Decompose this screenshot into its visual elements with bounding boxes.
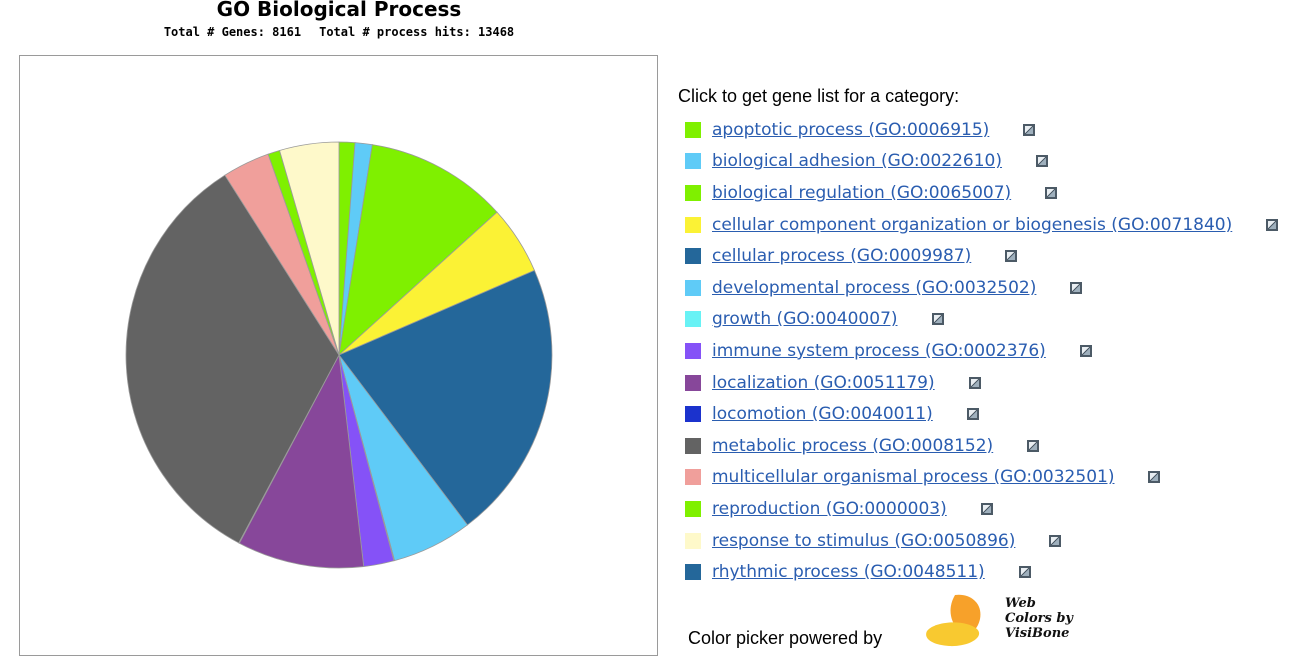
legend-item: developmental process (GO:0032502)	[685, 272, 1278, 304]
chart-icon[interactable]	[1027, 439, 1040, 452]
category-link[interactable]: reproduction (GO:0000003)	[712, 498, 947, 519]
legend-item: multicellular organismal process (GO:003…	[685, 462, 1278, 494]
category-link[interactable]: immune system process (GO:0002376)	[712, 340, 1046, 361]
legend-item: localization (GO:0051179)	[685, 367, 1278, 399]
legend-swatch	[685, 564, 701, 581]
legend-item: biological regulation (GO:0065007)	[685, 177, 1278, 209]
legend-item: rhythmic process (GO:0048511)	[685, 556, 1278, 588]
legend-item: cellular component organization or bioge…	[685, 209, 1279, 241]
logo-line-1: Web	[1005, 596, 1036, 611]
total-genes: Total # Genes: 8161	[163, 25, 302, 39]
legend-swatch	[685, 216, 701, 233]
logo-line-2: Colors by	[1005, 611, 1074, 626]
category-legend: apoptotic process (GO:0006915) biological…	[685, 114, 1279, 588]
legend-swatch	[685, 532, 701, 549]
chart-icon[interactable]	[1049, 534, 1062, 547]
pie-slice[interactable]	[238, 353, 365, 569]
legend-heading: Click to get gene list for a category:	[678, 86, 960, 106]
category-link[interactable]: biological adhesion (GO:0022610)	[712, 151, 1003, 172]
legend-swatch	[685, 406, 701, 423]
legend-item: reproduction (GO:0000003)	[685, 493, 1278, 525]
category-link[interactable]: developmental process (GO:0032502)	[712, 277, 1037, 298]
category-link[interactable]: multicellular organismal process (GO:003…	[712, 467, 1115, 488]
category-link[interactable]: apoptotic process (GO:0006915)	[712, 119, 990, 140]
logo-line-3: VisiBone	[1005, 626, 1069, 641]
legend-swatch	[685, 153, 701, 170]
legend-item: immune system process (GO:0002376)	[685, 335, 1278, 367]
chart-subtitle: Total # Genes: 8161 Total # process hits:…	[0, 25, 678, 39]
chart-icon[interactable]	[966, 408, 979, 421]
chart-icon[interactable]	[1045, 186, 1058, 199]
category-link[interactable]: biological regulation (GO:0065007)	[712, 182, 1012, 203]
legend-swatch	[685, 279, 701, 296]
chart-icon[interactable]	[1036, 155, 1049, 168]
chart-icon[interactable]	[1079, 344, 1092, 357]
total-process-hits: Total # process hits: 13468	[319, 25, 515, 39]
color-picker-credit: Color picker powered by	[688, 628, 883, 648]
chart-icon[interactable]	[1018, 566, 1031, 579]
legend-item: locomotion (GO:0040011)	[685, 398, 1278, 430]
category-link[interactable]: metabolic process (GO:0008152)	[712, 435, 994, 456]
legend-swatch	[685, 342, 701, 359]
category-link[interactable]: growth (GO:0040007)	[712, 309, 898, 330]
legend-swatch	[685, 374, 701, 391]
chart-icon[interactable]	[1266, 218, 1279, 231]
chart-icon[interactable]	[968, 376, 981, 389]
legend-swatch	[685, 437, 701, 454]
pie-slice[interactable]	[125, 174, 340, 544]
pie-slice[interactable]	[338, 269, 553, 526]
legend-item: metabolic process (GO:0008152)	[685, 430, 1278, 462]
legend-item: apoptotic process (GO:0006915)	[685, 114, 1278, 146]
category-link[interactable]: localization (GO:0051179)	[712, 372, 935, 393]
chart-icon[interactable]	[1023, 123, 1036, 136]
legend-swatch	[685, 311, 701, 328]
chart-icon[interactable]	[1005, 250, 1018, 263]
legend-swatch	[685, 248, 701, 265]
pie-slice[interactable]	[279, 141, 340, 356]
chart-icon[interactable]	[931, 313, 944, 326]
legend-item: response to stimulus (GO:0050896)	[685, 525, 1278, 557]
visibone-logo[interactable]: Web Colors by VisiBone	[925, 591, 1085, 651]
legend-item: biological adhesion (GO:0022610)	[685, 146, 1278, 178]
legend-item: cellular process (GO:0009987)	[685, 240, 1278, 272]
pie-chart-panel	[19, 55, 658, 656]
category-link[interactable]: cellular component organization or bioge…	[712, 214, 1233, 235]
chart-title: GO Biological Process	[216, 0, 462, 21]
legend-swatch	[685, 121, 701, 138]
chart-icon[interactable]	[980, 502, 993, 515]
category-link[interactable]: response to stimulus (GO:0050896)	[712, 530, 1016, 551]
pie-slice[interactable]	[338, 144, 498, 357]
legend-item: growth (GO:0040007)	[685, 304, 1278, 336]
chart-icon[interactable]	[1148, 471, 1161, 484]
pie-chart	[125, 141, 553, 569]
legend-swatch	[685, 500, 701, 517]
legend-swatch	[685, 184, 701, 201]
category-link[interactable]: rhythmic process (GO:0048511)	[712, 562, 985, 583]
chart-icon[interactable]	[1070, 281, 1083, 294]
category-link[interactable]: cellular process (GO:0009987)	[712, 246, 972, 267]
category-link[interactable]: locomotion (GO:0040011)	[712, 404, 933, 425]
legend-swatch	[685, 469, 701, 486]
